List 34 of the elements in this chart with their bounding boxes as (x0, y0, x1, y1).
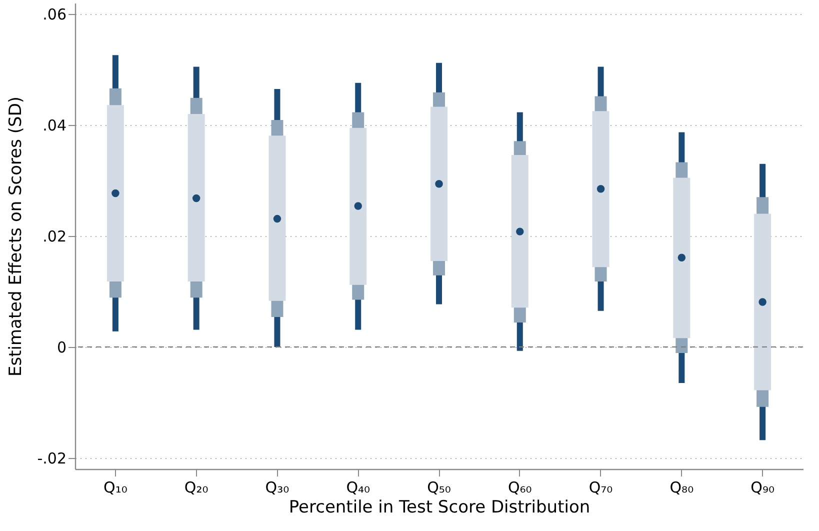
x-tick-label: Q₈₀ (670, 478, 694, 496)
point (678, 254, 686, 262)
bar (430, 106, 448, 261)
x-tick-label: Q₃₀ (265, 478, 290, 496)
y-tick-label: .02 (42, 228, 66, 246)
point (516, 228, 524, 236)
x-axis-title: Percentile in Test Score Distribution (288, 498, 590, 518)
x-tick-label: Q₇₀ (588, 478, 613, 496)
x-tick-label: Q₁₀ (104, 478, 128, 496)
point (758, 298, 766, 306)
point (273, 214, 282, 223)
bar (673, 178, 690, 338)
x-tick-label: Q₂₀ (184, 478, 208, 496)
x-tick-label: Q₄₀ (346, 478, 370, 496)
bar (268, 136, 286, 301)
y-tick-label: .04 (42, 116, 66, 135)
point (354, 202, 362, 210)
point (435, 180, 443, 188)
x-tick-label: Q₆₀ (508, 478, 532, 496)
point (112, 189, 120, 198)
point (596, 184, 605, 193)
x-tick-label: Q₅₀ (427, 478, 451, 496)
bar (188, 114, 205, 282)
y-axis-title: Estimated Effects on Scores (SD) (6, 96, 26, 377)
x-tick-label: Q₉₀ (750, 478, 774, 496)
bar (350, 128, 367, 285)
point (192, 194, 200, 202)
bar (511, 155, 528, 308)
y-tick-label: .06 (42, 6, 66, 24)
y-tick-label: -.02 (37, 449, 66, 468)
bar (592, 111, 610, 268)
bar (106, 105, 124, 282)
y-tick-label: 0 (56, 338, 66, 356)
bar (754, 214, 772, 390)
